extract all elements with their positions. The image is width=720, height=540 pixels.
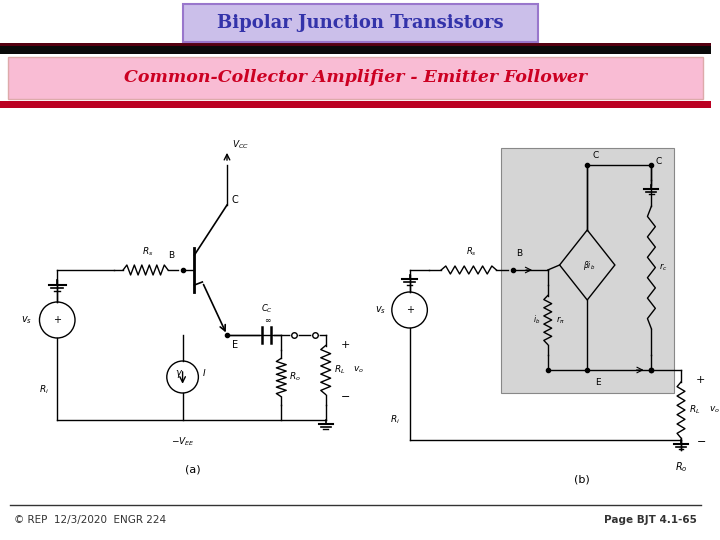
Text: $-$: $-$ (696, 435, 706, 445)
Text: $V_{CC}$: $V_{CC}$ (232, 139, 249, 151)
Text: $R_s$: $R_s$ (143, 246, 154, 258)
Text: $v_o$: $v_o$ (708, 405, 719, 415)
Text: $R_s$: $R_s$ (466, 246, 477, 258)
Bar (0, 101, 711, 108)
Text: B: B (516, 249, 522, 258)
Text: (b): (b) (575, 475, 590, 485)
Bar (0, 46, 711, 54)
Bar (0, 43, 711, 46)
Text: C: C (592, 151, 598, 160)
Text: $r_c$: $r_c$ (660, 261, 668, 273)
Text: © REP  12/3/2020  ENGR 224: © REP 12/3/2020 ENGR 224 (14, 515, 166, 525)
Text: C: C (655, 158, 662, 166)
Text: $-$: $-$ (341, 390, 351, 400)
Text: E: E (595, 378, 600, 387)
Text: $R_o$: $R_o$ (675, 460, 688, 474)
Text: $R_o$: $R_o$ (289, 371, 301, 383)
Text: C: C (232, 195, 239, 205)
Text: $R_i$: $R_i$ (40, 384, 50, 396)
Text: Common-Collector Amplifier - Emitter Follower: Common-Collector Amplifier - Emitter Fol… (124, 70, 587, 86)
Text: $-V_{EE}$: $-V_{EE}$ (171, 435, 194, 448)
Text: $v_s$: $v_s$ (374, 304, 386, 316)
Text: $\beta i_b$: $\beta i_b$ (583, 259, 595, 272)
Text: $\infty$: $\infty$ (264, 316, 271, 325)
Text: $i_b$: $i_b$ (533, 314, 540, 326)
Text: (a): (a) (184, 465, 200, 475)
FancyBboxPatch shape (8, 57, 703, 99)
Text: +: + (696, 375, 706, 385)
Text: Page BJT 4.1-65: Page BJT 4.1-65 (604, 515, 697, 525)
Text: $C_C$: $C_C$ (261, 302, 272, 315)
Text: $I$: $I$ (202, 367, 207, 377)
Bar (501, 148, 674, 393)
Text: $v_o$: $v_o$ (354, 364, 364, 375)
Text: $R_L$: $R_L$ (689, 404, 701, 416)
Text: $r_\pi$: $r_\pi$ (556, 314, 564, 326)
Text: Bipolar Junction Transistors: Bipolar Junction Transistors (217, 14, 503, 32)
Text: +: + (341, 340, 350, 350)
Text: E: E (232, 340, 238, 350)
Text: $\gamma$: $\gamma$ (174, 368, 183, 380)
Text: $v_s$: $v_s$ (22, 314, 32, 326)
Text: B: B (168, 251, 175, 260)
Text: $R_i$: $R_i$ (390, 414, 400, 426)
FancyBboxPatch shape (183, 4, 538, 42)
Text: +: + (53, 315, 61, 325)
Text: +: + (405, 305, 413, 315)
Text: $R_L$: $R_L$ (333, 364, 345, 376)
